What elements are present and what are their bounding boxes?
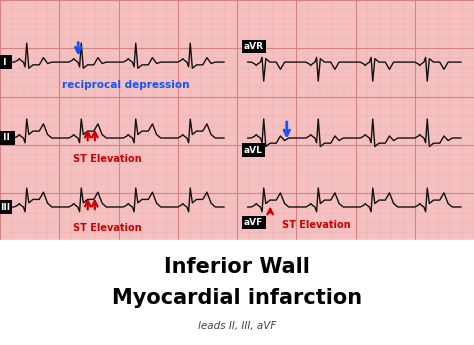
Bar	[0, 240, 474, 345]
Text: ST Elevation: ST Elevation	[73, 155, 142, 164]
Text: Inferior Wall: Inferior Wall	[164, 257, 310, 277]
Text: aVR: aVR	[244, 42, 264, 51]
Text: Myocardial infarction: Myocardial infarction	[112, 288, 362, 308]
Text: aVF: aVF	[244, 218, 264, 227]
Text: I: I	[0, 58, 9, 67]
Text: ST Elevation: ST Elevation	[73, 224, 142, 233]
Text: II: II	[0, 134, 13, 142]
Text: III: III	[0, 203, 10, 211]
Text: reciprocal depression: reciprocal depression	[62, 80, 189, 89]
Text: aVL: aVL	[244, 146, 263, 155]
Text: leads II, III, aVF: leads II, III, aVF	[198, 321, 276, 331]
Bar	[0, 0, 474, 241]
Text: ST Elevation: ST Elevation	[282, 220, 351, 230]
